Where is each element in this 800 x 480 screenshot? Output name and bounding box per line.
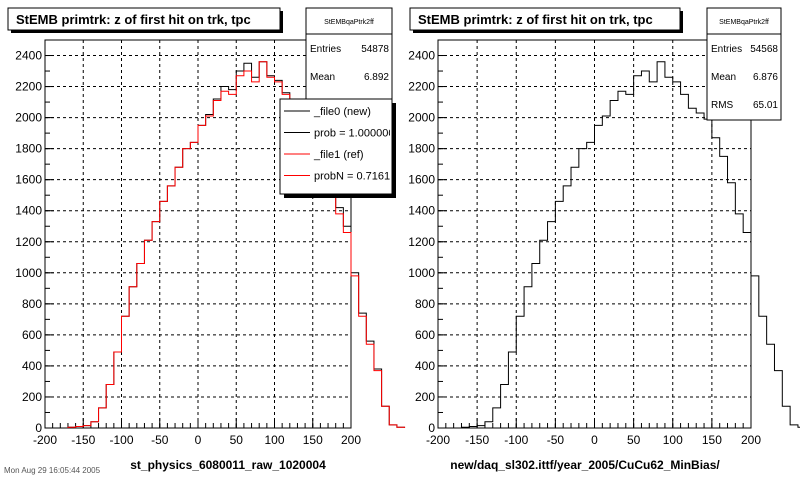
stats-value: 65.01 [753, 100, 778, 111]
stats-value: 54878 [361, 44, 389, 55]
stats-label: RMS [711, 100, 734, 111]
x-tick-label: 100 [264, 433, 284, 447]
title-box [409, 7, 681, 31]
x-tick-label: 50 [627, 433, 641, 447]
stats-box [305, 7, 393, 115]
y-tick-label: 1800 [408, 142, 435, 156]
y-tick-label: 600 [22, 328, 42, 342]
x-tick-label: 200 [341, 433, 361, 447]
y-tick-label: 1400 [15, 204, 42, 218]
y-tick-label: 2000 [408, 111, 435, 125]
y-tick-label: 2400 [15, 49, 42, 63]
stats-value: 6.876 [753, 72, 778, 83]
x-tick-label: 150 [303, 433, 323, 447]
y-tick-label: 600 [415, 328, 435, 342]
chart-title: StEMB primtrk: z of first hit on trk, tp… [418, 12, 653, 27]
stats-label: Mean [310, 72, 335, 83]
y-tick-label: 800 [415, 297, 435, 311]
x-tick-label: 0 [195, 433, 202, 447]
y-tick-label: 1000 [408, 266, 435, 280]
chart-title: StEMB primtrk: z of first hit on trk, tp… [16, 12, 251, 27]
histogram-series-1 [67, 61, 406, 428]
legend-box [279, 98, 393, 195]
y-tick-label: 200 [415, 390, 435, 404]
y-tick-label: 1600 [408, 173, 435, 187]
stats-name: StEMBqaPtrk2ff [324, 19, 374, 26]
x-tick-label: -100 [109, 433, 133, 447]
y-tick-label: 400 [22, 359, 42, 373]
y-tick-label: 2200 [408, 80, 435, 94]
y-tick-label: 0 [35, 421, 42, 435]
title-box [7, 7, 281, 31]
legend-label: _file1 (ref) [313, 149, 364, 161]
x-tick-label: -150 [465, 433, 489, 447]
y-tick-label: 2000 [15, 111, 42, 125]
y-tick-label: 1600 [15, 173, 42, 187]
y-tick-label: 0 [428, 421, 435, 435]
x-axis-label: new/daq_sl302.ittf/year_2005/CuCu62_MinB… [450, 458, 720, 472]
legend-label: _file0 (new) [313, 106, 371, 118]
x-tick-label: -200 [426, 433, 450, 447]
legend-label: prob = 1.000000 [314, 128, 394, 140]
stats-name: StEMBqaPtrk2ff [719, 19, 769, 26]
right-histogram-panel: -200 -150 -100 -50 0 50 100 150 2000200400600800… [408, 7, 800, 472]
x-tick-label: -100 [504, 433, 528, 447]
stats-value: 6.892 [364, 72, 389, 83]
x-tick-label: 100 [663, 433, 683, 447]
legend-entries: _file0 (new) prob = 1.000000 _file1 (ref) p… [284, 106, 402, 183]
y-tick-label: 1200 [408, 235, 435, 249]
stats-label: Entries [310, 44, 341, 55]
stats-label: Entries [711, 44, 742, 55]
stats-value: 54568 [750, 44, 778, 55]
x-tick-label: -50 [547, 433, 565, 447]
y-tick-label: 1000 [15, 266, 42, 280]
footer-timestamp: Mon Aug 29 16:05:44 2005 [4, 466, 101, 475]
y-tick-label: 400 [415, 359, 435, 373]
x-tick-label: 0 [591, 433, 598, 447]
x-tick-label: -50 [151, 433, 169, 447]
y-tick-label: 1200 [15, 235, 42, 249]
stats-box [706, 7, 782, 121]
x-tick-label: 50 [230, 433, 244, 447]
legend-label: probN = 0.716103 [314, 171, 402, 183]
y-tick-label: 1400 [408, 204, 435, 218]
histogram-series-0 [460, 61, 800, 428]
x-tick-label: 200 [741, 433, 761, 447]
x-tick-label: -200 [33, 433, 57, 447]
x-axis-label: st_physics_6080011_raw_1020004 [130, 458, 326, 472]
y-tick-label: 200 [22, 390, 42, 404]
y-tick-label: 2400 [408, 49, 435, 63]
x-tick-label: -150 [71, 433, 95, 447]
stats-label: Mean [711, 72, 736, 83]
y-tick-label: 800 [22, 297, 42, 311]
y-tick-label: 1800 [15, 142, 42, 156]
y-tick-label: 2200 [15, 80, 42, 94]
x-tick-label: 150 [702, 433, 722, 447]
left-histogram-panel: -200 -150 -100 -50 0 50 100 150 2000200400600800… [7, 7, 406, 472]
